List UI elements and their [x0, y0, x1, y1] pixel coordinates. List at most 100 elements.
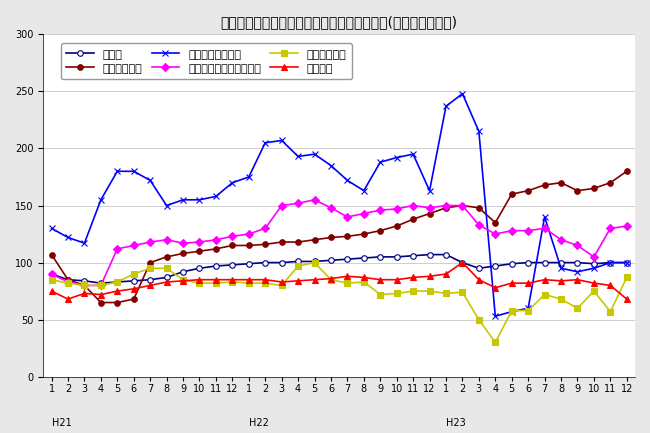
鉱工業 — [393, 254, 400, 259]
電子部品・デバイス工業 — [360, 211, 368, 216]
一般機械工業 — [623, 169, 630, 174]
Line: 鉱工業: 鉱工業 — [49, 252, 630, 286]
電子部品・デバイス工業 — [442, 203, 450, 208]
情報通信機械工業 — [179, 197, 187, 202]
輸送機械工業 — [97, 283, 105, 288]
情報通信機械工業 — [228, 180, 236, 185]
一般機械工業 — [426, 211, 434, 216]
電子部品・デバイス工業 — [64, 279, 72, 284]
鉱工業 — [212, 263, 220, 268]
情報通信機械工業 — [360, 188, 368, 193]
鉱工業 — [458, 260, 466, 265]
一般機械工業 — [278, 239, 285, 245]
一般機械工業 — [196, 249, 203, 254]
輸送機械工業 — [228, 279, 236, 284]
鉱工業 — [573, 260, 581, 265]
化学工業 — [327, 276, 335, 281]
Text: H23: H23 — [446, 418, 466, 428]
輸送機械工業 — [508, 308, 515, 313]
鉱工業 — [491, 263, 499, 268]
Title: 三重県鉱工業生産及び主要業種別指数の推移(季節調整済指数): 三重県鉱工業生産及び主要業種別指数の推移(季節調整済指数) — [220, 15, 458, 29]
化学工業 — [113, 288, 121, 294]
一般機械工業 — [393, 223, 400, 229]
情報通信機械工業 — [458, 91, 466, 96]
一般機械工業 — [245, 243, 253, 248]
電子部品・デバイス工業 — [606, 226, 614, 231]
鉱工業 — [343, 257, 351, 262]
一般機械工業 — [573, 188, 581, 193]
化学工業 — [212, 277, 220, 282]
鉱工業 — [261, 260, 269, 265]
化学工業 — [376, 277, 384, 282]
電子部品・デバイス工業 — [491, 232, 499, 237]
輸送機械工業 — [146, 266, 154, 271]
情報通信機械工業 — [212, 194, 220, 199]
化学工業 — [228, 277, 236, 282]
鉱工業 — [475, 266, 483, 271]
電子部品・デバイス工業 — [179, 241, 187, 246]
一般機械工業 — [113, 300, 121, 305]
鉱工業 — [606, 260, 614, 265]
Line: 輸送機械工業: 輸送機械工業 — [49, 260, 630, 345]
一般機械工業 — [442, 205, 450, 210]
輸送機械工業 — [376, 292, 384, 297]
一般機械工業 — [97, 300, 105, 305]
情報通信機械工業 — [81, 241, 88, 246]
化学工業 — [179, 278, 187, 284]
化学工業 — [97, 292, 105, 297]
情報通信機械工業 — [64, 235, 72, 240]
鉱工業 — [311, 259, 318, 264]
鉱工業 — [196, 266, 203, 271]
情報通信機械工業 — [491, 313, 499, 319]
鉱工業 — [410, 253, 417, 259]
一般機械工業 — [294, 239, 302, 245]
情報通信機械工業 — [196, 197, 203, 202]
情報通信機械工業 — [590, 266, 598, 271]
化学工業 — [162, 279, 170, 284]
輸送機械工業 — [64, 281, 72, 286]
Line: 一般機械工業: 一般機械工業 — [49, 168, 630, 305]
電子部品・デバイス工業 — [410, 203, 417, 208]
一般機械工業 — [475, 205, 483, 210]
鉱工業 — [557, 260, 565, 265]
化学工業 — [130, 286, 138, 291]
電子部品・デバイス工業 — [311, 197, 318, 202]
電子部品・デバイス工業 — [212, 237, 220, 242]
鉱工業 — [245, 261, 253, 266]
化学工業 — [541, 277, 549, 282]
鉱工業 — [623, 260, 630, 265]
輸送機械工業 — [442, 291, 450, 296]
輸送機械工業 — [81, 283, 88, 288]
情報通信機械工業 — [442, 103, 450, 109]
一般機械工業 — [458, 203, 466, 208]
情報通信機械工業 — [410, 152, 417, 157]
鉱工業 — [146, 277, 154, 282]
一般機械工業 — [360, 232, 368, 237]
輸送機械工業 — [606, 309, 614, 314]
情報通信機械工業 — [311, 152, 318, 157]
一般機械工業 — [311, 237, 318, 242]
情報通信機械工業 — [393, 155, 400, 160]
鉱工業 — [360, 255, 368, 261]
一般機械工業 — [541, 182, 549, 187]
化学工業 — [81, 291, 88, 296]
化学工業 — [245, 277, 253, 282]
鉱工業 — [525, 260, 532, 265]
化学工業 — [278, 279, 285, 284]
一般機械工業 — [228, 243, 236, 248]
電子部品・デバイス工業 — [228, 234, 236, 239]
情報通信機械工業 — [475, 129, 483, 134]
電子部品・デバイス工業 — [294, 200, 302, 206]
化学工業 — [606, 283, 614, 288]
化学工業 — [343, 274, 351, 279]
輸送機械工業 — [557, 297, 565, 302]
一般機械工業 — [590, 186, 598, 191]
情報通信機械工業 — [113, 169, 121, 174]
一般機械工業 — [81, 283, 88, 288]
一般機械工業 — [146, 260, 154, 265]
輸送機械工業 — [475, 317, 483, 322]
輸送機械工業 — [245, 281, 253, 286]
化学工業 — [426, 274, 434, 279]
輸送機械工業 — [541, 292, 549, 297]
電子部品・デバイス工業 — [130, 243, 138, 248]
